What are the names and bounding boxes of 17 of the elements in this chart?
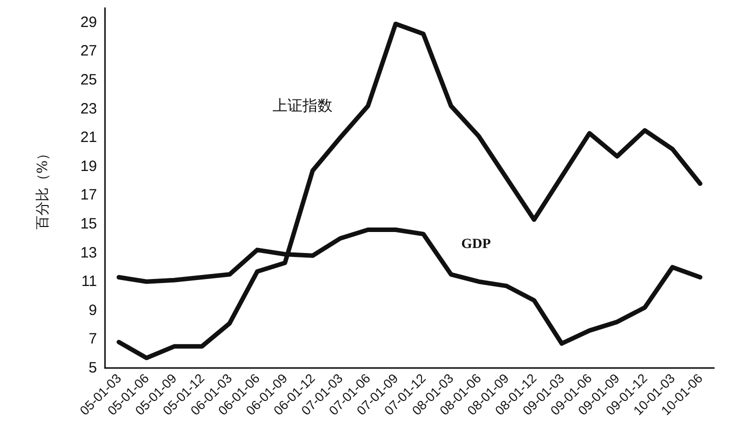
- y-tick-label: 23: [80, 100, 97, 118]
- y-tick-label: 11: [81, 273, 97, 290]
- y-axis-title: 百分比（%）: [35, 146, 51, 230]
- series-label: 上证指数: [272, 96, 332, 115]
- y-tick-label: 9: [88, 302, 97, 319]
- series-label: GDP: [461, 236, 492, 252]
- y-tick-label: 15: [80, 216, 97, 232]
- y-tick-label: 25: [80, 72, 97, 88]
- y-tick-label: 5: [88, 360, 97, 376]
- y-tick-label: 19: [80, 158, 97, 175]
- y-tick-label: 13: [80, 244, 97, 262]
- line-series: [116, 22, 702, 360]
- y-tick-label: 7: [88, 330, 97, 348]
- y-tick-label: 21: [80, 129, 97, 146]
- y-tick-label: 29: [80, 14, 97, 31]
- y-tick-label: 17: [80, 186, 97, 204]
- y-tick-label: 27: [80, 42, 97, 60]
